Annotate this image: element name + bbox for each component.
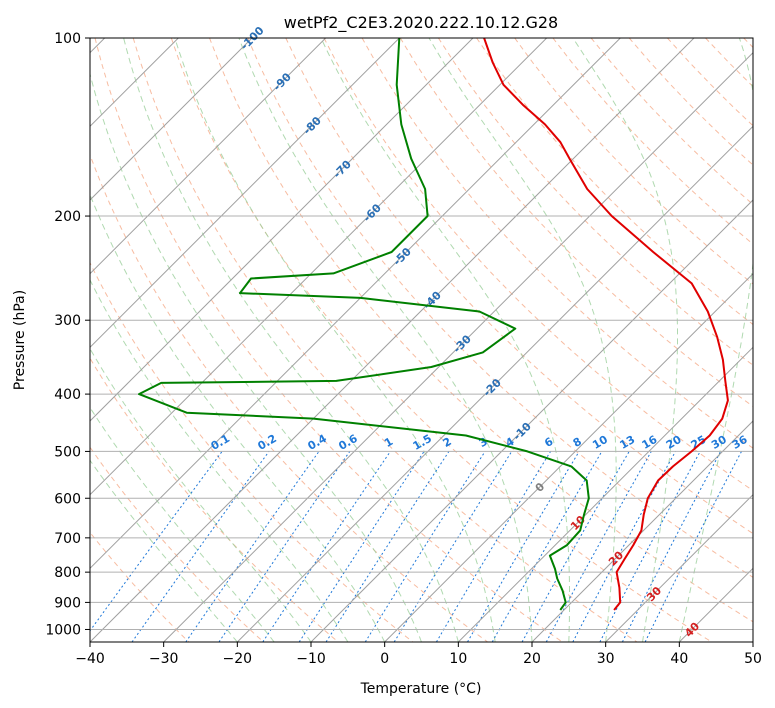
isotherm-line bbox=[457, 346, 753, 642]
isotherm-line bbox=[90, 38, 253, 201]
x-axis-label: Temperature (°C) bbox=[360, 681, 482, 697]
x-tick-label: 0 bbox=[380, 651, 389, 667]
isotherm-line bbox=[384, 272, 753, 642]
mixing-ratio-line bbox=[325, 451, 450, 642]
x-tick-label: 10 bbox=[449, 651, 467, 667]
y-tick-label: 400 bbox=[54, 387, 81, 403]
mixing-ratio-line bbox=[545, 451, 652, 642]
y-tick-label: 700 bbox=[54, 531, 81, 547]
isotherm-line bbox=[531, 420, 753, 642]
isotherm-line bbox=[90, 38, 474, 422]
y-tick-label: 200 bbox=[54, 209, 81, 225]
isotherm-line bbox=[90, 38, 548, 496]
y-tick-label: 500 bbox=[54, 444, 81, 460]
profile-series bbox=[138, 38, 729, 611]
x-tick-label: −40 bbox=[75, 651, 105, 667]
moist-adiabat-line bbox=[678, 38, 753, 642]
y-axis-label: Pressure (hPa) bbox=[12, 290, 28, 390]
mixing-ratio-line bbox=[435, 451, 552, 642]
moist-adiabat-line bbox=[572, 38, 678, 642]
y-tick-label: 600 bbox=[54, 491, 81, 507]
moist-adiabat-line bbox=[90, 459, 238, 642]
pressure-gridlines bbox=[90, 38, 753, 630]
dry-adiabat-line bbox=[94, 38, 563, 642]
mixing-ratio-line bbox=[218, 451, 351, 642]
dry-adiabat-line bbox=[90, 153, 488, 642]
mixing-ratio-line bbox=[572, 451, 676, 642]
y-tick-label: 900 bbox=[54, 595, 81, 611]
isotherm-line bbox=[605, 493, 753, 642]
mixing-ratio-line bbox=[262, 451, 391, 642]
x-tick-label: 20 bbox=[523, 651, 541, 667]
dewpoint-line bbox=[138, 38, 590, 611]
dry-adiabat-line bbox=[90, 357, 339, 642]
isotherm-line bbox=[90, 38, 695, 642]
x-tick-label: −30 bbox=[149, 651, 179, 667]
y-tick-label: 100 bbox=[54, 31, 81, 47]
mixing-ratio-line bbox=[364, 451, 486, 642]
x-tick-label: 50 bbox=[744, 651, 762, 667]
x-tick-label: −20 bbox=[223, 651, 253, 667]
moist-adiabat-line bbox=[238, 38, 533, 642]
moist-adiabat-line bbox=[90, 406, 275, 642]
dry-adiabat-line bbox=[361, 38, 753, 449]
temperature-line bbox=[483, 38, 729, 611]
isotherm-line bbox=[90, 38, 621, 570]
axis-ticks: −40 −30 −20 −10 0 10 20 30 40 50 100 200 300 400 500 60… bbox=[45, 31, 762, 667]
chart-title: wetPf2_C2E3.2020.222.10.12.G28 bbox=[284, 13, 558, 33]
moist-adiabat-line bbox=[428, 38, 617, 642]
isotherm-line bbox=[90, 38, 327, 275]
isotherm-line bbox=[90, 38, 400, 349]
moist-adiabat-line bbox=[174, 38, 496, 642]
dry-adiabat-line bbox=[209, 38, 753, 623]
y-tick-label: 1000 bbox=[45, 622, 81, 638]
dry-adiabat-line bbox=[90, 446, 264, 642]
mixing-ratio-line bbox=[298, 451, 425, 642]
moist-adiabat-line bbox=[90, 193, 386, 642]
moist-adiabat-line bbox=[123, 38, 459, 642]
y-tick-label: 300 bbox=[54, 313, 81, 329]
x-tick-label: −10 bbox=[296, 651, 326, 667]
x-tick-label: 40 bbox=[670, 651, 688, 667]
moist-adiabat-line bbox=[320, 38, 570, 642]
dry-adiabat-line bbox=[247, 38, 753, 578]
isotherm-line bbox=[236, 125, 753, 642]
moist-adiabat-line bbox=[90, 278, 349, 642]
background-lines bbox=[90, 38, 753, 642]
mixing-ratio-line bbox=[185, 451, 320, 642]
isotherm-line bbox=[163, 51, 753, 642]
moist-adiabat-line bbox=[90, 72, 422, 642]
plot-frame bbox=[89, 37, 754, 643]
y-tick-label: 800 bbox=[54, 565, 81, 581]
isotherm-line bbox=[310, 199, 753, 642]
mixing-ratio-line bbox=[467, 451, 580, 642]
dry-adiabat-line bbox=[323, 38, 753, 492]
x-tick-label: 30 bbox=[597, 651, 615, 667]
dry-adiabat-line bbox=[399, 38, 753, 408]
mixing-ratio-line bbox=[621, 451, 722, 642]
